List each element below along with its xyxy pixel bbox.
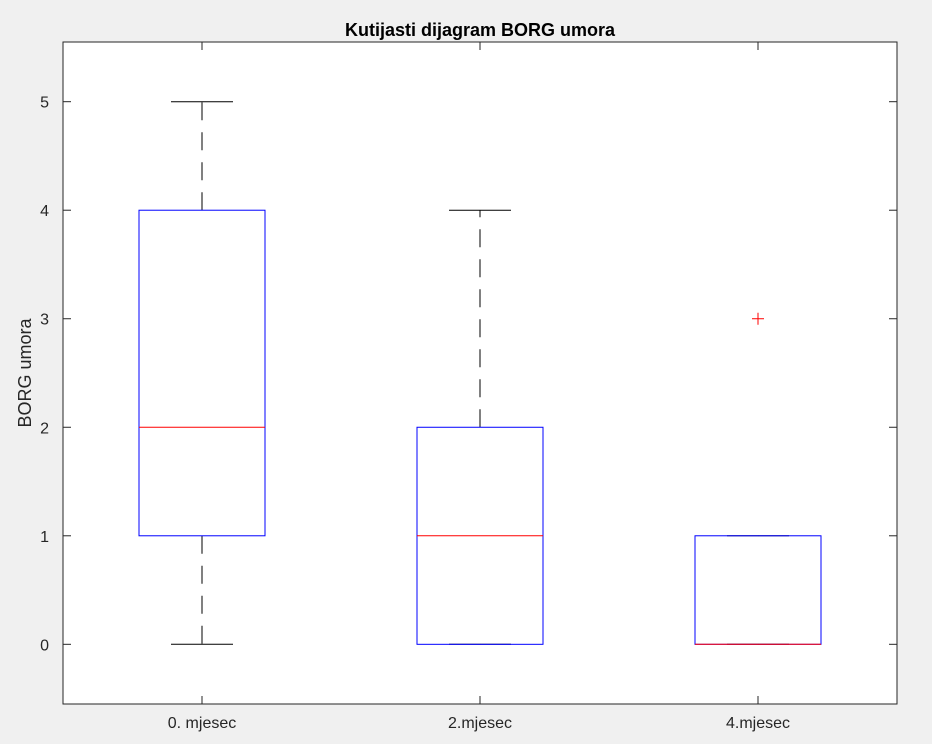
x-tick-label: 2.mjesec [448, 715, 512, 732]
y-axis-label: BORG umora [15, 317, 35, 427]
y-tick-label: 2 [40, 420, 49, 437]
axis-ticks: 0 1 2 3 4 5 0. mjesec 2.mjesec 4.mjesec [40, 42, 897, 732]
box [138, 209, 266, 537]
box-group-2 [416, 209, 544, 645]
y-tick-label: 1 [40, 529, 49, 546]
box-group-1 [138, 101, 266, 645]
y-tick-label: 4 [40, 203, 49, 220]
chart-title: Kutijasti dijagram BORG umora [345, 20, 616, 40]
y-tick-label: 5 [40, 95, 49, 112]
box-group-3 [694, 312, 822, 645]
plot-area [63, 42, 897, 704]
y-tick-label: 3 [40, 312, 49, 329]
plot-marks [138, 101, 822, 645]
x-tick-label: 0. mjesec [168, 715, 236, 732]
x-tick-label: 4.mjesec [726, 715, 790, 732]
y-tick-label: 0 [40, 637, 49, 654]
